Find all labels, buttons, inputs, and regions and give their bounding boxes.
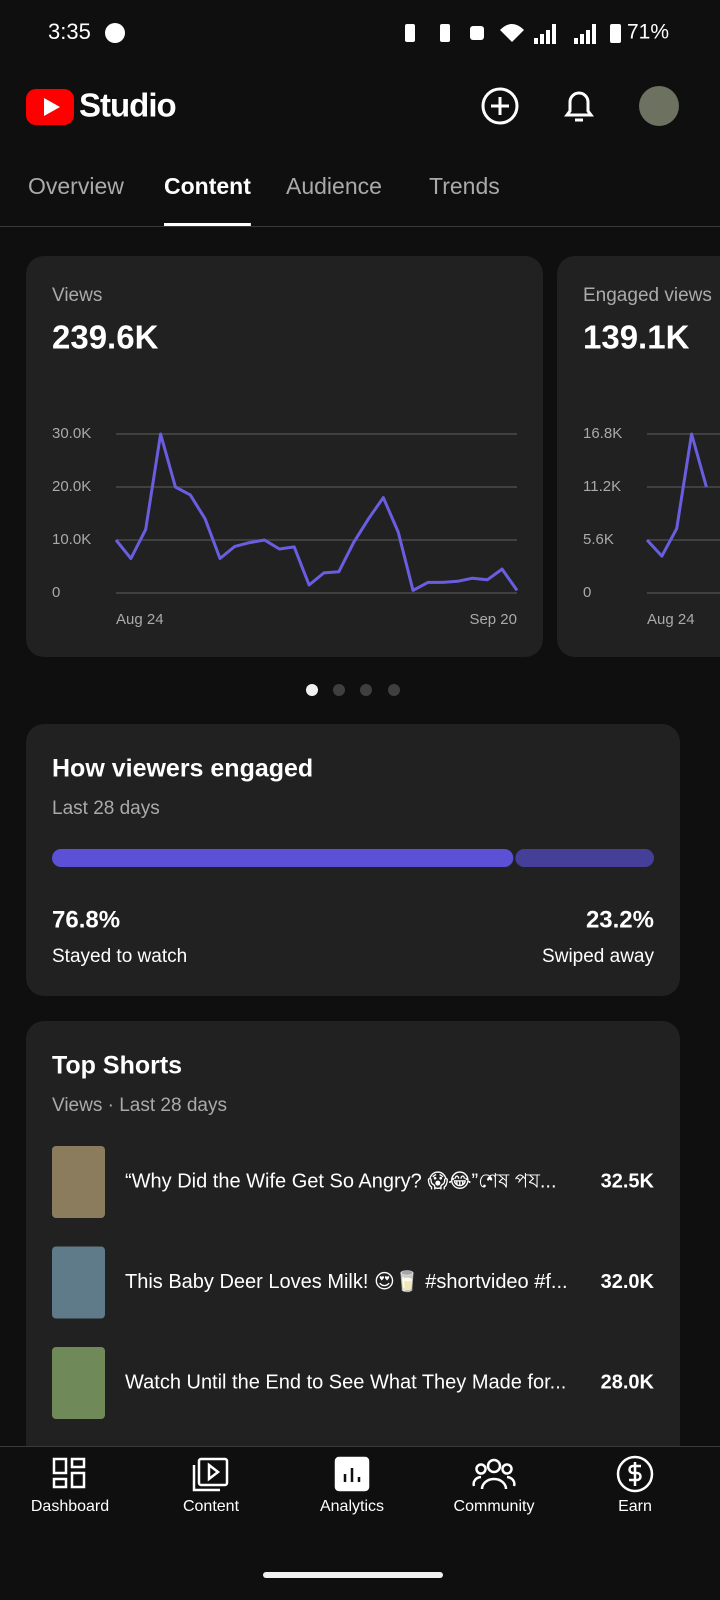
short-row[interactable]: Watch Until the End to See What They Mad… bbox=[52, 1347, 655, 1419]
nav-icon bbox=[616, 1455, 654, 1493]
nav-label: Content bbox=[183, 1498, 240, 1515]
tab[interactable]: Overview bbox=[28, 173, 124, 199]
y-tick-label: 0 bbox=[583, 584, 591, 601]
top-shorts-title: Top Shorts bbox=[52, 1052, 182, 1080]
pagination bbox=[306, 684, 400, 696]
tab[interactable]: Audience bbox=[286, 173, 382, 199]
tab-divider bbox=[0, 226, 720, 227]
swiped-value: 23.2% bbox=[586, 906, 654, 933]
nav-icon bbox=[472, 1458, 516, 1490]
icon-part bbox=[70, 1471, 86, 1489]
y-tick-label: 20.0K bbox=[52, 478, 91, 495]
y-tick-label: 16.8K bbox=[583, 425, 622, 442]
engagement-segment bbox=[52, 849, 514, 867]
nav-icon bbox=[52, 1457, 86, 1489]
icon-part bbox=[343, 1468, 361, 1482]
avatar[interactable] bbox=[639, 86, 679, 126]
engagement-segment bbox=[515, 849, 654, 867]
short-views: 32.5K bbox=[601, 1170, 655, 1192]
icon-part bbox=[475, 1463, 487, 1475]
nav-item[interactable]: Content bbox=[183, 1457, 240, 1515]
swiped-label: Swiped away bbox=[542, 946, 654, 967]
nav-icon bbox=[192, 1457, 229, 1492]
logo-play bbox=[44, 98, 60, 116]
short-row[interactable]: This Baby Deer Loves Milk! 😍🥛 #shortvide… bbox=[52, 1246, 655, 1319]
nav-item[interactable]: Community bbox=[454, 1458, 535, 1515]
top-shorts-card bbox=[26, 1021, 680, 1481]
status-time: 3:35 bbox=[48, 19, 91, 44]
tab[interactable]: Trends bbox=[429, 173, 500, 199]
metric-card[interactable]: Views 239.6K 0 10.0K 20.0K 30.0K Aug 24 Sep 20 bbox=[26, 256, 543, 657]
stayed-label: Stayed to watch bbox=[52, 946, 187, 967]
nav-label: Earn bbox=[618, 1498, 652, 1515]
y-tick-label: 10.0K bbox=[52, 531, 91, 548]
short-title: Watch Until the End to See What They Mad… bbox=[125, 1371, 566, 1393]
y-tick-label: 30.0K bbox=[52, 425, 91, 442]
short-title: This Baby Deer Loves Milk! 😍🥛 #shortvide… bbox=[125, 1269, 568, 1293]
icon-part bbox=[472, 1475, 516, 1490]
line-series bbox=[645, 432, 708, 558]
tab-indicator bbox=[164, 223, 251, 226]
battery-level: 71% bbox=[627, 21, 669, 44]
x-tick-label: Sep 20 bbox=[469, 611, 517, 628]
card-total: 239.6K bbox=[52, 319, 159, 356]
nav-item[interactable]: Analytics bbox=[320, 1456, 384, 1515]
card-title: Views bbox=[52, 285, 102, 306]
short-row[interactable]: “Why Did the Wife Get So Angry? 😱😂”শেষ প… bbox=[52, 1146, 655, 1218]
y-tick-label: 0 bbox=[52, 584, 60, 601]
short-views: 28.0K bbox=[601, 1371, 655, 1393]
icon-part bbox=[70, 1457, 86, 1469]
icon-part bbox=[192, 1462, 221, 1492]
stayed-value: 76.8% bbox=[52, 906, 120, 933]
nav-item[interactable]: Earn bbox=[616, 1455, 654, 1515]
create-button[interactable] bbox=[481, 87, 519, 125]
icon-part bbox=[52, 1457, 68, 1475]
nav-label: Community bbox=[454, 1498, 535, 1515]
card-total: 139.1K bbox=[583, 319, 690, 356]
card-title: Engaged views bbox=[583, 285, 712, 306]
messenger-icon bbox=[105, 23, 125, 43]
icon-part bbox=[52, 1477, 68, 1489]
nav-label: Dashboard bbox=[31, 1498, 109, 1515]
short-title: “Why Did the Wife Get So Angry? 😱😂”শেষ প… bbox=[125, 1170, 557, 1192]
icon-part bbox=[486, 1458, 502, 1474]
notifications-button[interactable] bbox=[564, 91, 594, 122]
status-icons bbox=[405, 24, 621, 44]
nav-divider bbox=[0, 1446, 720, 1447]
engagement-title: How viewers engaged bbox=[52, 755, 313, 783]
line-series bbox=[114, 432, 519, 592]
icon-part bbox=[616, 1455, 654, 1493]
thumbnail bbox=[52, 1246, 105, 1319]
tab[interactable]: Content bbox=[164, 173, 251, 199]
y-tick-label: 11.2K bbox=[583, 478, 621, 495]
top-shorts-subtitle: Views · Last 28 days bbox=[52, 1095, 227, 1116]
home-indicator bbox=[263, 1572, 443, 1578]
short-views: 32.0K bbox=[601, 1271, 655, 1293]
card-background bbox=[557, 256, 720, 657]
thumbnail bbox=[52, 1146, 105, 1218]
x-tick-label: Aug 24 bbox=[647, 611, 695, 628]
thumbnail bbox=[52, 1347, 105, 1419]
engagement-subtitle: Last 28 days bbox=[52, 798, 160, 819]
card-background bbox=[26, 256, 543, 657]
nav-icon bbox=[334, 1456, 370, 1492]
x-tick-label: Aug 24 bbox=[116, 611, 164, 628]
nav-item[interactable]: Dashboard bbox=[31, 1457, 109, 1515]
icon-part bbox=[501, 1463, 513, 1475]
y-tick-label: 5.6K bbox=[583, 531, 614, 548]
icon-part bbox=[628, 1462, 642, 1486]
nav-label: Analytics bbox=[320, 1498, 384, 1515]
app-name: Studio bbox=[79, 87, 176, 124]
icon-part bbox=[197, 1457, 229, 1487]
metric-card[interactable]: Engaged views 139.1K 0 5.6K 11.2K 16.8K Aug 24 bbox=[557, 256, 720, 657]
